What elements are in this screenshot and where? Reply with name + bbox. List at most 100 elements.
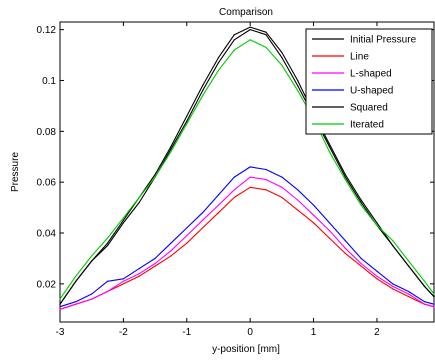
data-point [392, 283, 394, 285]
data-point [265, 168, 267, 171]
data-point [392, 285, 394, 288]
data-point [106, 280, 109, 282]
y-tick-label: 0.08 [37, 127, 57, 138]
data-point [138, 196, 140, 199]
data-point [202, 219, 204, 221]
plot-area-frame [59, 21, 435, 323]
y-tick-label: 0.06 [37, 178, 57, 189]
data-point [312, 214, 315, 216]
data-point [122, 278, 124, 280]
data-point [408, 265, 410, 267]
x-tick-label: -2 [119, 327, 128, 338]
data-point [281, 176, 283, 178]
data-point [59, 303, 61, 305]
data-point [344, 173, 346, 176]
axis-ticks: -3 -2 -1 0 1 2 0.02 0.04 0.06 0.08 0.1 0.12 [37, 22, 434, 338]
data-point [59, 308, 61, 310]
data-point [408, 295, 410, 298]
data-point [360, 257, 362, 260]
data-point [392, 245, 394, 247]
data-point [138, 273, 140, 275]
y-tick-label: 0.12 [37, 25, 57, 36]
data-point [122, 283, 124, 285]
data-point [408, 293, 410, 295]
data-point [106, 290, 109, 293]
data-point [75, 280, 77, 282]
data-point [281, 196, 283, 199]
data-point [360, 262, 362, 265]
data-point [433, 306, 435, 308]
data-point [75, 303, 77, 305]
data-point [202, 84, 204, 87]
data-point [376, 278, 378, 280]
data-point [392, 288, 394, 290]
data-point [217, 56, 220, 59]
data-point [138, 201, 140, 204]
data-point [186, 242, 188, 244]
data-point [233, 196, 235, 199]
data-point [217, 62, 220, 64]
data-point [59, 298, 61, 300]
data-point [433, 295, 435, 298]
data-point [217, 194, 220, 196]
data-point [154, 265, 156, 267]
data-point [170, 255, 172, 257]
data-point [202, 90, 204, 92]
data-point [265, 31, 267, 33]
data-point [423, 301, 426, 303]
data-point [297, 90, 299, 92]
data-point [249, 166, 251, 168]
data-point [75, 275, 77, 277]
data-point [392, 240, 394, 242]
data-point [233, 39, 235, 41]
data-point [106, 245, 109, 247]
data-point [297, 84, 299, 87]
series-line-l-shaped [59, 176, 435, 310]
data-point [249, 186, 251, 188]
data-point [376, 222, 378, 224]
data-point [312, 222, 315, 224]
data-point [202, 95, 204, 97]
data-point [249, 29, 251, 31]
data-point [433, 293, 435, 295]
data-point [360, 265, 362, 267]
data-point [217, 204, 220, 206]
data-point [186, 115, 188, 117]
data-point [281, 186, 283, 188]
data-point [154, 173, 156, 176]
data-point [408, 290, 410, 293]
data-point [91, 298, 93, 300]
data-point [217, 212, 220, 214]
data-point [344, 179, 346, 181]
data-point [376, 270, 378, 272]
data-point [328, 145, 331, 148]
data-point [91, 293, 93, 295]
data-point [106, 237, 109, 239]
data-point [154, 176, 156, 178]
data-point [217, 69, 220, 71]
y-tick-label: 0.02 [37, 279, 57, 290]
x-tick-label: 1 [311, 327, 317, 338]
y-tick-label: 0.04 [37, 229, 57, 240]
legend-box [305, 28, 433, 135]
data-point [202, 227, 204, 229]
data-point [423, 285, 426, 288]
legend-label: L-shaped [350, 69, 392, 80]
data-point [91, 255, 93, 257]
data-point [281, 56, 283, 59]
data-point [170, 145, 172, 148]
data-point [233, 34, 235, 36]
data-point [170, 148, 172, 150]
data-point [265, 189, 267, 191]
data-point [154, 262, 156, 265]
data-point [297, 189, 299, 191]
data-point [233, 49, 235, 51]
data-point [265, 179, 267, 181]
data-point [122, 280, 124, 282]
data-point [344, 176, 346, 178]
chart-title: Comparison [219, 7, 273, 18]
data-point [328, 143, 331, 145]
data-point [249, 176, 251, 178]
x-tick-label: -1 [182, 327, 191, 338]
